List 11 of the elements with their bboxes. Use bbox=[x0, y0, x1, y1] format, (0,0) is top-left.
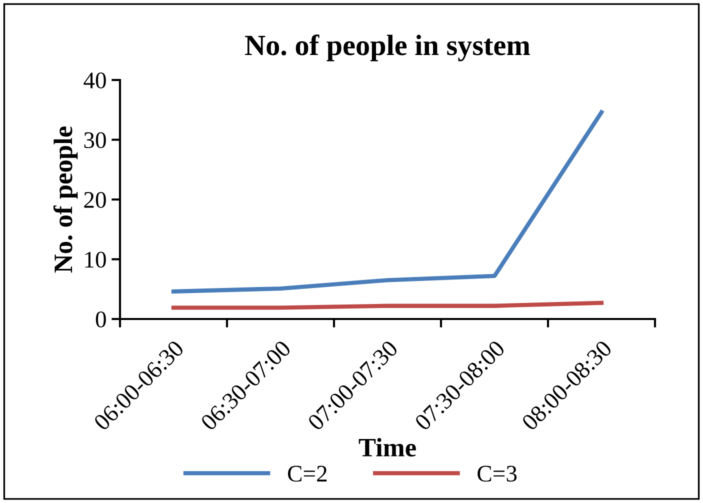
legend-label: C=3 bbox=[478, 466, 517, 482]
legend-label: C=2 bbox=[288, 466, 327, 482]
y-tick-label: 30 bbox=[84, 132, 106, 148]
chart-title: No. of people in system bbox=[245, 34, 530, 62]
line-series bbox=[171, 110, 604, 294]
y-tick-label: 20 bbox=[84, 192, 106, 208]
y-tick-label: 0 bbox=[96, 311, 106, 328]
x-axis-title: Time bbox=[358, 438, 416, 457]
y-tick-label: 40 bbox=[84, 72, 106, 88]
y-tick-label: 10 bbox=[85, 252, 106, 268]
y-axis-title: No. of people bbox=[53, 126, 78, 273]
